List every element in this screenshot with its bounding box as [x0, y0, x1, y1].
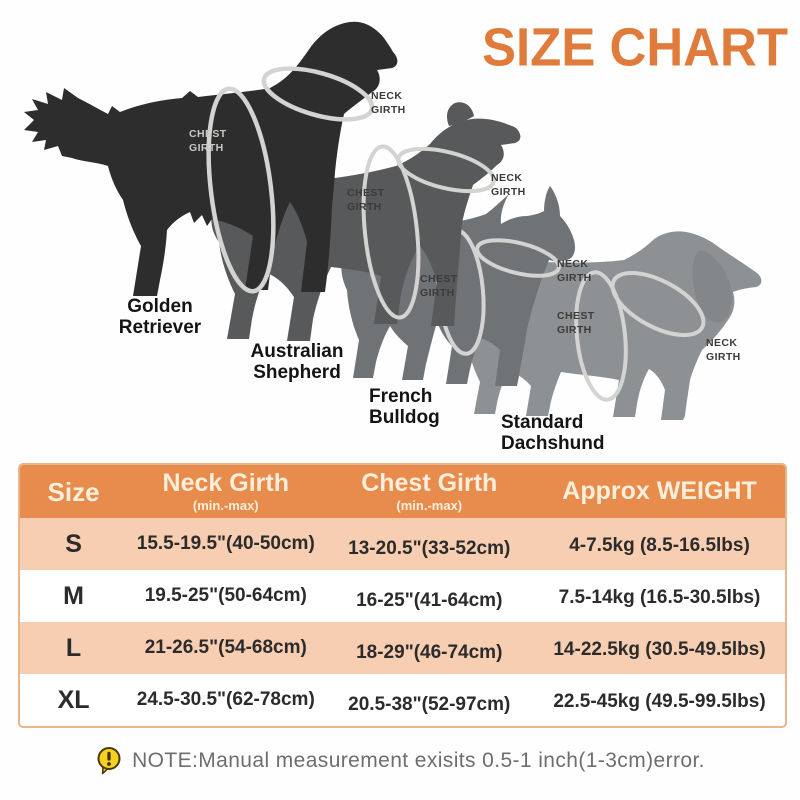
dachshund-chest-rope: [574, 270, 628, 402]
table-row-l: L 21-26.5"(54-68cm) 18-29"(46-74cm) 14-2…: [20, 622, 785, 674]
note-text: NOTE:Manual measurement exisits 0.5-1 in…: [132, 749, 705, 772]
column-header-approx-weight: Approx WEIGHT: [562, 477, 757, 505]
size-table: Size Neck Girth (min.-max) Chest Girth (…: [18, 463, 787, 728]
chest-girth-label-shepherd: CHEST GIRTH: [347, 187, 385, 213]
retriever-neck-rope: [261, 66, 375, 122]
shepherd-neck-rope: [396, 146, 496, 194]
dog-name-australian-shepherd: Australian Shepherd: [250, 341, 344, 383]
dogs-illustration: [24, 21, 762, 420]
weight-value: 7.5-14kg (16.5-30.5lbs): [558, 587, 761, 608]
retriever-chest-rope: [206, 86, 276, 294]
dachshund-neck-rope: [610, 270, 706, 338]
page-title: SIZE CHART: [482, 17, 788, 77]
dog-name-standard-dachshund: Standard Dachshund: [501, 412, 605, 454]
weight-value: 14-22.5kg (30.5-49.5lbs): [553, 639, 766, 660]
chest-girth-label-dachshund: CHEST GIRTH: [557, 310, 595, 336]
table-row-xl: XL 24.5-30.5"(62-78cm) 20.5-38"(52-97cm)…: [20, 674, 785, 726]
neck-girth-label-dachshund: NECK GIRTH: [706, 337, 741, 363]
bulldog-neck-rope: [475, 238, 561, 278]
chest-girth-label-retriever: CHEST GIRTH: [189, 128, 227, 154]
neck-girth-label-retriever: NECK GIRTH: [371, 90, 406, 116]
chest-value: 13-20.5"(33-52cm): [348, 538, 511, 559]
neck-girth-label-bulldog: NECK GIRTH: [557, 258, 592, 284]
weight-value: 4-7.5kg (8.5-16.5lbs): [569, 535, 750, 556]
size-value: L: [65, 633, 82, 662]
chest-value: 18-29"(46-74cm): [356, 642, 503, 663]
neck-value: 19.5-25"(50-64cm): [144, 585, 307, 606]
dog-name-french-bulldog: French Bulldog: [369, 386, 440, 428]
table-row-m: M 19.5-25"(50-64cm) 16-25"(41-64cm) 7.5-…: [20, 570, 785, 622]
size-table-header: Size Neck Girth (min.-max) Chest Girth (…: [20, 465, 785, 518]
australian-shepherd-silhouette: [211, 102, 521, 341]
neck-girth-label-shepherd: NECK GIRTH: [491, 172, 526, 198]
shepherd-ear: [447, 102, 474, 126]
chest-value: 20.5-38"(52-97cm): [348, 694, 511, 715]
measurement-note: NOTE:Manual measurement exisits 0.5-1 in…: [0, 746, 800, 776]
dachshund-ear: [692, 250, 732, 323]
neck-value: 15.5-19.5"(40-50cm): [136, 533, 315, 554]
golden-retriever-silhouette: [24, 21, 398, 297]
size-value: M: [63, 581, 84, 610]
chest-girth-label-bulldog: CHEST GIRTH: [420, 273, 458, 299]
size-value: XL: [57, 685, 90, 714]
chest-value: 16-25"(41-64cm): [356, 590, 503, 611]
neck-value: 21-26.5"(54-68cm): [144, 637, 307, 658]
weight-value: 22.5-45kg (49.5-99.5lbs): [553, 691, 766, 712]
table-row-s: S 15.5-19.5"(40-50cm) 13-20.5"(33-52cm) …: [20, 518, 785, 570]
shepherd-chest-rope: [361, 144, 421, 320]
dog-name-golden-retriever: Golden Retriever: [118, 296, 202, 338]
size-value: S: [65, 529, 82, 558]
neck-value: 24.5-30.5"(62-78cm): [136, 689, 315, 710]
column-header-size: Size: [47, 476, 100, 507]
column-header-neck-girth: Neck Girth (min.-max): [162, 469, 289, 513]
warning-icon: [97, 747, 121, 775]
column-header-chest-girth: Chest Girth (min.-max): [361, 469, 498, 513]
